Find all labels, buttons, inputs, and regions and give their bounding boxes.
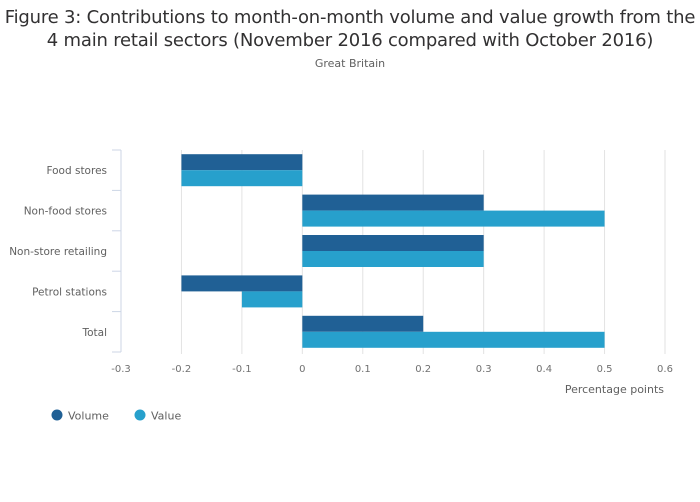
x-tick-label: -0.2 bbox=[172, 364, 192, 375]
bar-value[interactable] bbox=[302, 251, 484, 267]
legend-item-volume[interactable]: Volume bbox=[51, 409, 110, 423]
legend-item-value[interactable]: Value bbox=[134, 409, 182, 423]
bar-value[interactable] bbox=[241, 291, 303, 308]
x-tick-label: -0.3 bbox=[111, 364, 131, 375]
x-axis-ticks: -0.3 -0.2 -0.1 0 0.1 0.2 0.3 0.4 0.5 0.6 bbox=[111, 364, 673, 375]
x-axis-title: Percentage points bbox=[565, 383, 664, 396]
legend-label: Volume bbox=[68, 410, 109, 423]
bar-value[interactable] bbox=[302, 210, 605, 227]
legend-marker bbox=[134, 409, 146, 421]
y-axis: Food stores Non-food stores Non-store reta… bbox=[9, 149, 122, 353]
chart-title: Figure 3: Contributions to month-on-mont… bbox=[4, 7, 696, 51]
bar-value[interactable] bbox=[181, 170, 303, 187]
x-tick-label: 0.2 bbox=[415, 364, 431, 375]
x-tick-label: 0.6 bbox=[657, 364, 673, 375]
bar-volume[interactable] bbox=[181, 275, 303, 292]
bar-volume[interactable] bbox=[302, 315, 424, 332]
legend: Volume Value bbox=[51, 409, 182, 423]
chart-subtitle: Great Britain bbox=[314, 57, 386, 70]
x-tick-label: -0.1 bbox=[232, 364, 252, 375]
legend-marker bbox=[51, 409, 63, 421]
x-tick-label: 0.5 bbox=[597, 364, 613, 375]
category-label: Non-food stores bbox=[24, 206, 107, 218]
category-label: Non-store retailing bbox=[9, 246, 107, 258]
x-tick-label: 0.1 bbox=[355, 364, 371, 375]
legend-label: Value bbox=[151, 410, 181, 423]
x-tick-label: 0 bbox=[299, 364, 305, 375]
bar-volume[interactable] bbox=[302, 235, 484, 251]
bar-value[interactable] bbox=[302, 331, 605, 348]
category-label: Petrol stations bbox=[32, 286, 107, 298]
category-label: Total bbox=[81, 327, 107, 339]
bar-volume[interactable] bbox=[181, 154, 303, 171]
x-tick-label: 0.4 bbox=[536, 364, 552, 375]
bar-volume[interactable] bbox=[302, 194, 484, 211]
x-tick-label: 0.3 bbox=[476, 364, 492, 375]
category-label: Food stores bbox=[46, 165, 107, 177]
bars bbox=[181, 154, 605, 348]
